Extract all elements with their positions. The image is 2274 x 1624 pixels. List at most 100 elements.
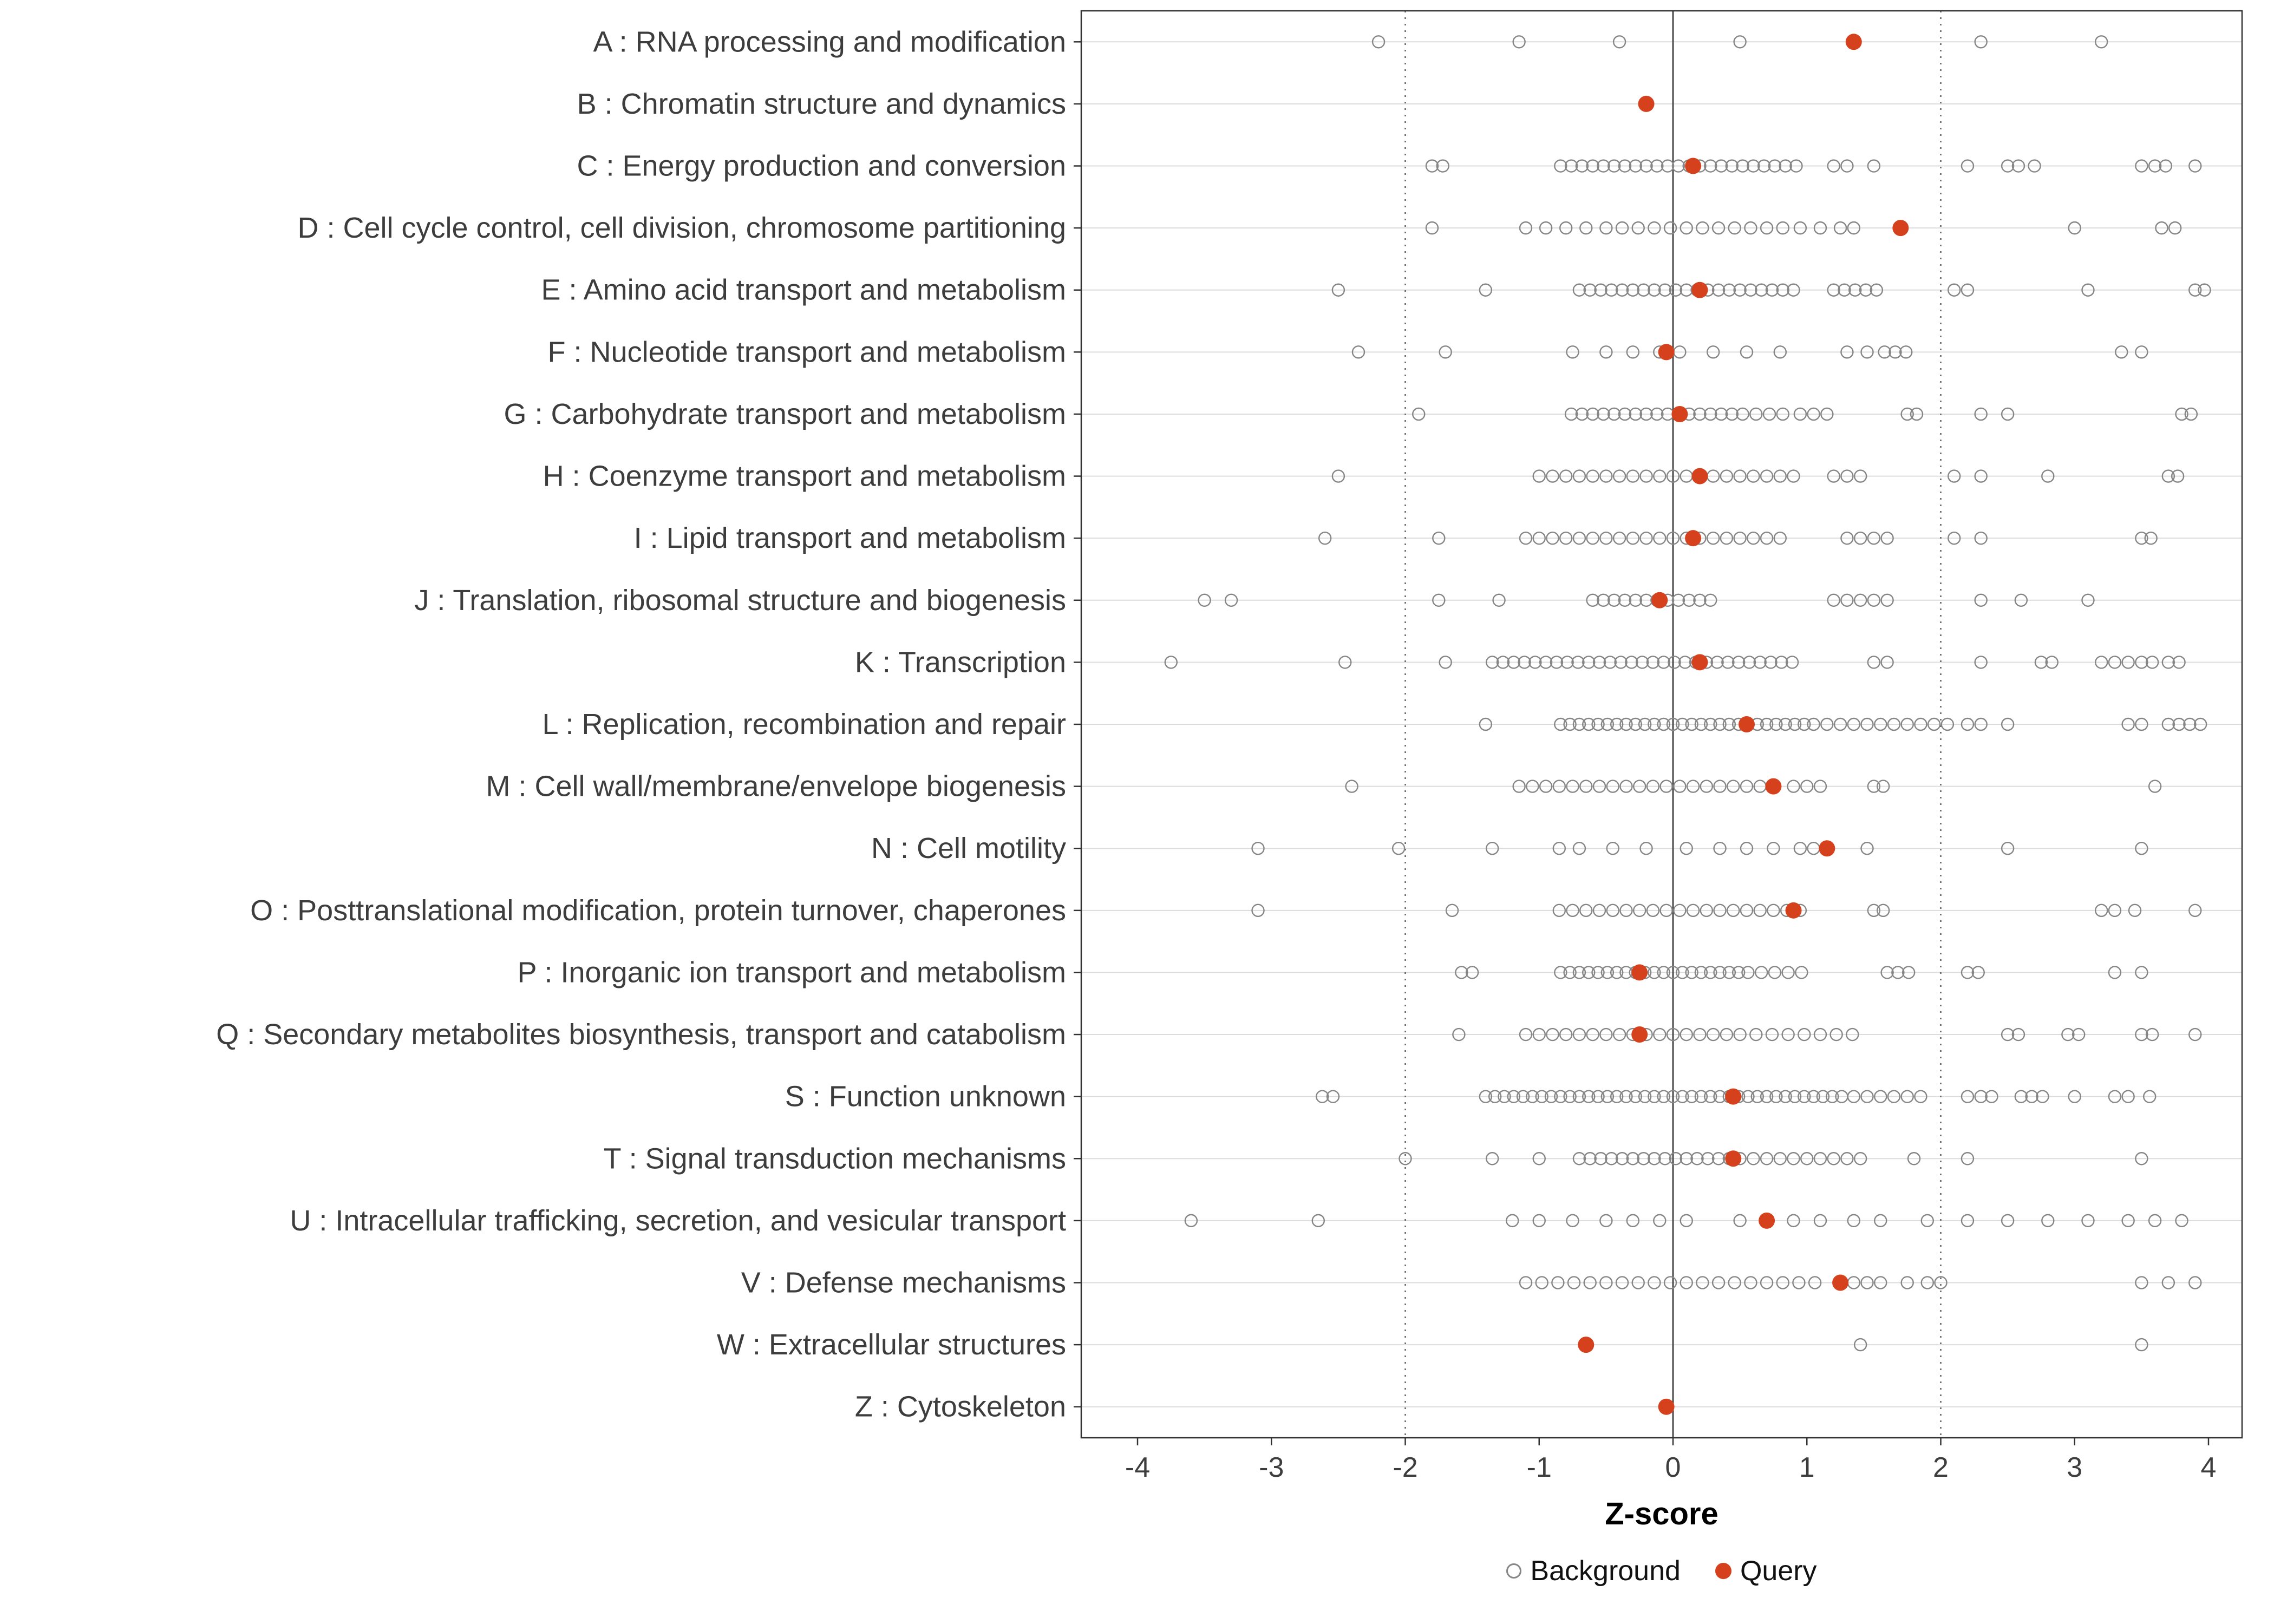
background-point: [1776, 283, 1789, 297]
background-point: [1867, 531, 1881, 545]
background-point: [1615, 221, 1629, 235]
background-point: [1629, 407, 1642, 421]
background-point: [1605, 1152, 1618, 1165]
y-axis-label: T : Signal transduction mechanisms: [604, 1142, 1066, 1175]
background-point: [1425, 159, 1439, 173]
background-point: [1827, 469, 1840, 483]
background-point: [1432, 593, 1446, 607]
background-point: [2036, 1090, 2049, 1103]
background-point: [2014, 1090, 2028, 1103]
background-point: [1706, 1027, 1720, 1042]
background-point: [1779, 717, 1792, 731]
background-point: [1870, 283, 1884, 297]
background-point: [1671, 159, 1685, 173]
background-point: [1961, 159, 1975, 173]
query-point: [1651, 592, 1668, 608]
background-point: [1479, 283, 1493, 297]
y-axis-label: O : Posttranslational modification, prot…: [250, 894, 1066, 927]
background-point: [2135, 1276, 2148, 1289]
x-tick-label: -2: [1393, 1452, 1417, 1483]
background-point: [1539, 221, 1553, 235]
background-point: [1693, 593, 1707, 607]
background-point: [2121, 1214, 2135, 1228]
background-point: [1914, 1090, 1927, 1103]
y-axis-label: B : Chromatin structure and dynamics: [577, 88, 1066, 120]
background-point: [1546, 531, 1559, 545]
background-point: [1740, 780, 1754, 793]
background-point: [1592, 656, 1606, 669]
background-point: [1579, 780, 1593, 793]
background-point: [1572, 842, 1586, 855]
background-point: [1559, 469, 1573, 483]
background-point: [2145, 1027, 2159, 1042]
background-point: [1840, 469, 1854, 483]
background-point: [2135, 842, 2148, 855]
background-point: [1974, 407, 1988, 421]
background-point: [1813, 221, 1827, 235]
background-point: [1518, 656, 1531, 669]
background-point: [1686, 903, 1700, 918]
background-point: [1564, 407, 1578, 421]
background-point: [1974, 593, 1988, 607]
background-point: [1907, 1152, 1921, 1165]
background-point: [1847, 1214, 1860, 1228]
y-axis-label: I : Lipid transport and metabolism: [634, 522, 1066, 554]
background-point: [1948, 531, 1961, 545]
background-point: [1728, 221, 1741, 235]
background-point: [1747, 159, 1760, 173]
background-point: [1532, 1214, 1546, 1228]
background-point: [1618, 407, 1632, 421]
background-point: [1626, 345, 1640, 359]
background-point: [1704, 717, 1717, 731]
background-point: [1492, 593, 1506, 607]
background-point: [1793, 407, 1807, 421]
background-point: [1800, 780, 1814, 793]
query-point: [1845, 34, 1862, 50]
background-point: [1793, 221, 1807, 235]
background-point: [2068, 221, 2081, 235]
background-point: [1592, 780, 1606, 793]
background-point: [1572, 1090, 1586, 1103]
legend: Background Query: [1081, 1555, 2242, 1587]
background-point: [1722, 717, 1736, 731]
background-point: [2175, 1214, 2188, 1228]
query-point: [1832, 1274, 1849, 1291]
background-point: [1760, 531, 1774, 545]
background-point: [1785, 656, 1799, 669]
background-point: [2072, 1027, 2086, 1042]
background-point: [1891, 966, 1905, 979]
background-point: [1840, 531, 1854, 545]
background-point: [1696, 221, 1709, 235]
background-point: [1586, 593, 1599, 607]
background-point: [1961, 717, 1975, 731]
background-point: [1744, 1276, 1757, 1289]
background-point: [1614, 656, 1628, 669]
background-point: [1714, 407, 1728, 421]
background-point: [1486, 1152, 1499, 1165]
background-point: [1600, 966, 1615, 979]
background-point: [1668, 656, 1681, 669]
query-point: [1725, 1150, 1742, 1167]
background-point: [1639, 407, 1653, 421]
query-point: [1725, 1088, 1742, 1105]
background-point: [1566, 903, 1579, 918]
background-point: [1833, 717, 1847, 731]
background-point: [1566, 345, 1579, 359]
background-point: [1597, 593, 1610, 607]
background-point: [1793, 842, 1807, 855]
background-point: [2025, 1090, 2038, 1103]
background-point: [1591, 1090, 1605, 1103]
x-tick-label: -4: [1125, 1452, 1150, 1483]
y-axis-label: W : Extracellular structures: [717, 1328, 1066, 1361]
query-point: [1685, 158, 1702, 174]
background-point: [1646, 903, 1660, 918]
background-point: [1910, 407, 1924, 421]
background-point: [1685, 966, 1698, 979]
y-axis-label: E : Amino acid transport and metabolism: [541, 274, 1066, 306]
background-point: [1666, 1027, 1680, 1042]
background-point: [1586, 159, 1599, 173]
background-point: [1639, 469, 1653, 483]
background-point: [1572, 283, 1586, 297]
y-axis-label: N : Cell motility: [871, 832, 1066, 865]
background-point: [1546, 469, 1559, 483]
